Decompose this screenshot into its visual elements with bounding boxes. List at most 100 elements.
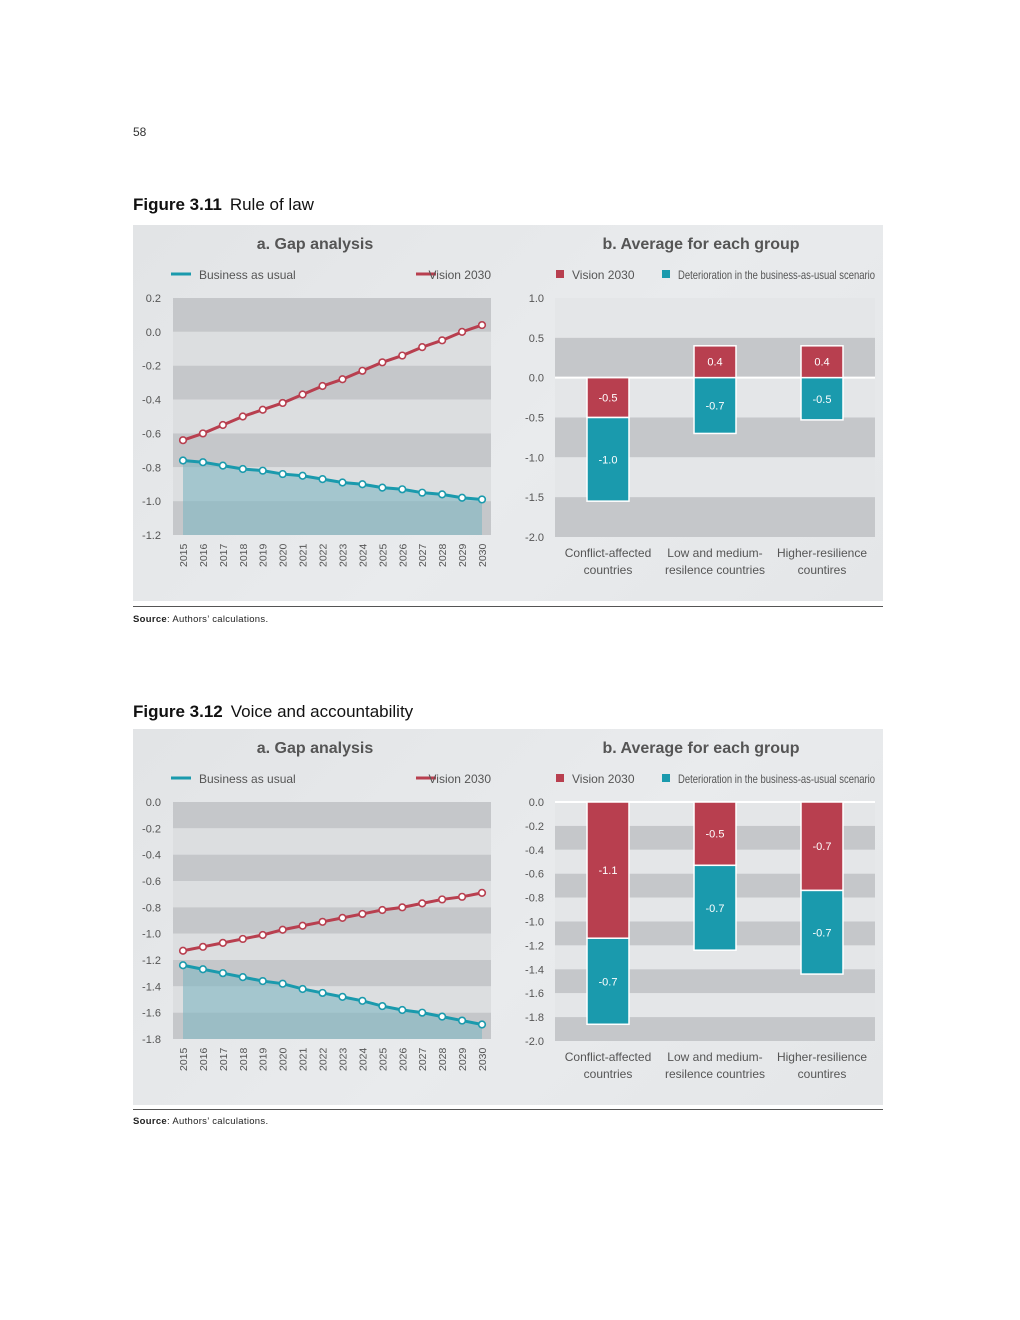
source-label: Source	[133, 1116, 168, 1127]
grid-band	[173, 433, 491, 468]
bar-value-label: -0.7	[813, 841, 832, 853]
x-tick-label: 2015	[178, 543, 190, 567]
vision-point	[338, 913, 347, 922]
bau-point	[438, 1012, 447, 1021]
x-tick-label: 2021	[298, 543, 310, 567]
figure-number: Figure 3.11	[133, 195, 222, 214]
y-tick-label: -0.2	[142, 823, 161, 835]
grid-band	[173, 828, 491, 855]
x-tick-label: 2022	[318, 543, 330, 567]
vision-point	[298, 390, 307, 399]
x-tick-label: 2029	[457, 1047, 469, 1071]
vision-point	[278, 925, 287, 934]
bau-point	[378, 483, 387, 492]
vision-point	[198, 429, 208, 438]
figure-panel: a. Gap analysis 0.2 0.0 -0.2 -0.4 -0.6 -0.8 -1.…	[133, 225, 883, 601]
y-tick-label: -1.8	[525, 1012, 544, 1024]
bau-point	[238, 973, 247, 982]
bau-point	[477, 495, 487, 504]
figure-panel: a. Gap analysis 0.0 -0.2 -0.4 -0.6 -0.8 -1.0 -1…	[133, 729, 883, 1105]
y-tick-label: -0.8	[525, 893, 544, 905]
y-tick-label: 1.0	[529, 293, 544, 305]
grid-band	[555, 298, 875, 338]
vision-point	[457, 892, 467, 901]
chart-title: b. Average for each group	[602, 236, 799, 253]
bau-point	[418, 488, 427, 497]
bau-point	[438, 490, 447, 499]
legend-label: Business as usual	[199, 772, 296, 786]
bau-point	[278, 469, 287, 479]
grid-band	[173, 399, 491, 434]
vision-point	[178, 946, 188, 955]
y-tick-label: -1.6	[142, 1008, 161, 1020]
x-tick-label: 2021	[298, 1047, 310, 1071]
x-tick-label: 2019	[258, 1047, 270, 1071]
vision-line	[182, 891, 483, 953]
bau-point	[258, 466, 267, 475]
deterioration-bar	[800, 376, 844, 421]
chart-svg: a. Gap analysis 0.2 0.0 -0.2 -0.4 -0.6 -0.8 -1.…	[142, 236, 875, 577]
vision-point	[258, 405, 267, 414]
vision-point	[438, 895, 447, 904]
bar-value-label: -0.7	[813, 927, 832, 939]
bar-value-label: -0.5	[706, 829, 725, 841]
bau-point	[178, 961, 188, 970]
vision-bar	[586, 376, 630, 419]
vision-point	[418, 342, 427, 352]
x-tick-label: 2024	[357, 543, 369, 567]
x-tick-label: 2024	[357, 1047, 369, 1071]
bau-point	[457, 1016, 467, 1025]
y-tick-label: 0.0	[146, 327, 161, 339]
chart-svg: a. Gap analysis 0.0 -0.2 -0.4 -0.6 -0.8 -1.0 -1…	[142, 740, 875, 1081]
bau-area	[183, 460, 482, 535]
vision-point	[477, 320, 487, 330]
deterioration-bar	[800, 889, 844, 975]
bar-value-label: -0.7	[706, 401, 725, 413]
vision-point	[477, 888, 487, 897]
bar-value-label: -0.7	[599, 976, 618, 988]
x-tick-label: 2027	[417, 543, 429, 567]
x-category-label: Low and medium-	[667, 546, 762, 560]
y-tick-label: 0.0	[529, 373, 544, 385]
vision-bar	[693, 801, 737, 867]
y-tick-label: -0.5	[525, 413, 544, 425]
vision-point	[378, 905, 387, 915]
y-tick-label: 0.2	[146, 293, 161, 305]
y-tick-label: -0.6	[525, 869, 544, 881]
x-tick-label: 2017	[218, 543, 230, 567]
bar-value-label: 0.4	[814, 357, 829, 369]
vision-point	[258, 930, 267, 940]
legend-label: Deterioration in the business-as-usual s…	[678, 268, 875, 282]
vision-point	[418, 899, 427, 908]
y-tick-label: -0.8	[142, 462, 161, 474]
y-tick-label: -1.2	[142, 955, 161, 967]
source-note: Source: Authors’ calculations.	[133, 1116, 268, 1127]
y-tick-label: -1.6	[525, 988, 544, 1000]
bau-point	[457, 493, 467, 502]
bau-point	[398, 1005, 407, 1015]
legend-label: Vision 2030	[429, 772, 492, 786]
bau-point	[258, 976, 267, 986]
figure-rule	[133, 1109, 883, 1110]
legend-label: Vision 2030	[429, 268, 492, 282]
y-tick-label: -1.4	[142, 981, 161, 993]
x-category-label: Higher-resilience	[777, 1050, 867, 1064]
bau-point	[477, 1020, 487, 1029]
x-tick-label: 2019	[258, 543, 270, 567]
bau-point	[278, 979, 287, 988]
bau-point	[218, 461, 227, 470]
chart-title: a. Gap analysis	[257, 236, 374, 253]
y-tick-label: 0.5	[529, 333, 544, 345]
x-category-label: countries	[584, 1067, 633, 1081]
vision-point	[457, 327, 467, 336]
x-tick-label: 2020	[278, 543, 290, 567]
figure-caption: Rule of law	[229, 195, 314, 214]
x-category-label: resilence countries	[665, 563, 765, 577]
vision-bar	[800, 345, 844, 379]
x-tick-label: 2029	[457, 543, 469, 567]
y-tick-label: -0.4	[142, 850, 161, 862]
legend-label: Vision 2030	[572, 268, 635, 282]
vision-point	[178, 436, 188, 445]
vision-point	[378, 358, 387, 367]
figure-title: Figure 3.11 Rule of law	[133, 195, 314, 215]
